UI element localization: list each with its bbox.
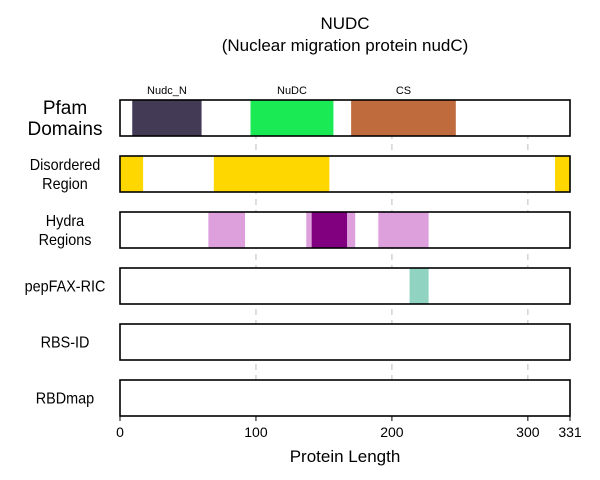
segment-bar — [132, 100, 202, 136]
chart-title: NUDC — [320, 14, 369, 33]
track-background — [120, 156, 570, 192]
grid-lines — [255, 100, 529, 416]
track-background — [120, 324, 570, 360]
x-axis: 0 100 200 300 331 — [116, 416, 582, 440]
segment-bar — [311, 212, 348, 248]
track-border — [119, 155, 571, 193]
track-label: Disordered — [30, 156, 100, 174]
track-border — [119, 99, 571, 137]
x-axis-label: Protein Length — [290, 447, 401, 466]
track-label: Domains — [28, 119, 103, 140]
track-background — [120, 380, 570, 416]
segment-bar — [120, 156, 144, 192]
track-border — [119, 267, 571, 305]
track-label: Hydra — [46, 212, 85, 230]
track: RBS-ID — [41, 323, 571, 361]
track-label: Region — [42, 175, 88, 193]
track-label: RBDmap — [36, 390, 94, 408]
segment-bar — [213, 156, 330, 192]
track-border — [119, 323, 571, 361]
track-border — [119, 211, 571, 249]
segment-bar — [409, 268, 429, 304]
track-border — [119, 379, 571, 417]
x-tick-label: 300 — [516, 424, 540, 440]
x-tick-label: 331 — [558, 424, 582, 440]
segment-bar — [208, 212, 246, 248]
track-label: RBS-ID — [41, 334, 90, 352]
track: pepFAX-RIC — [25, 267, 571, 305]
chart-subtitle: (Nuclear migration protein nudC) — [222, 36, 469, 55]
track-label: pepFAX-RIC — [25, 278, 106, 296]
x-tick-label: 200 — [380, 424, 404, 440]
x-tick-label: 100 — [244, 424, 268, 440]
segment-bar — [378, 212, 429, 248]
track-background — [120, 268, 570, 304]
track-label: Pfam — [43, 98, 87, 119]
track-label: Regions — [39, 231, 92, 249]
segment-label: Nudc_N — [147, 85, 187, 97]
segment-bar — [250, 100, 334, 136]
segment-label: NuDC — [277, 85, 307, 97]
segment-label: CS — [396, 85, 411, 97]
track: RBDmap — [36, 379, 571, 417]
segment-bar — [351, 100, 456, 136]
x-tick-label: 0 — [116, 424, 124, 440]
segment-bar — [555, 156, 570, 192]
